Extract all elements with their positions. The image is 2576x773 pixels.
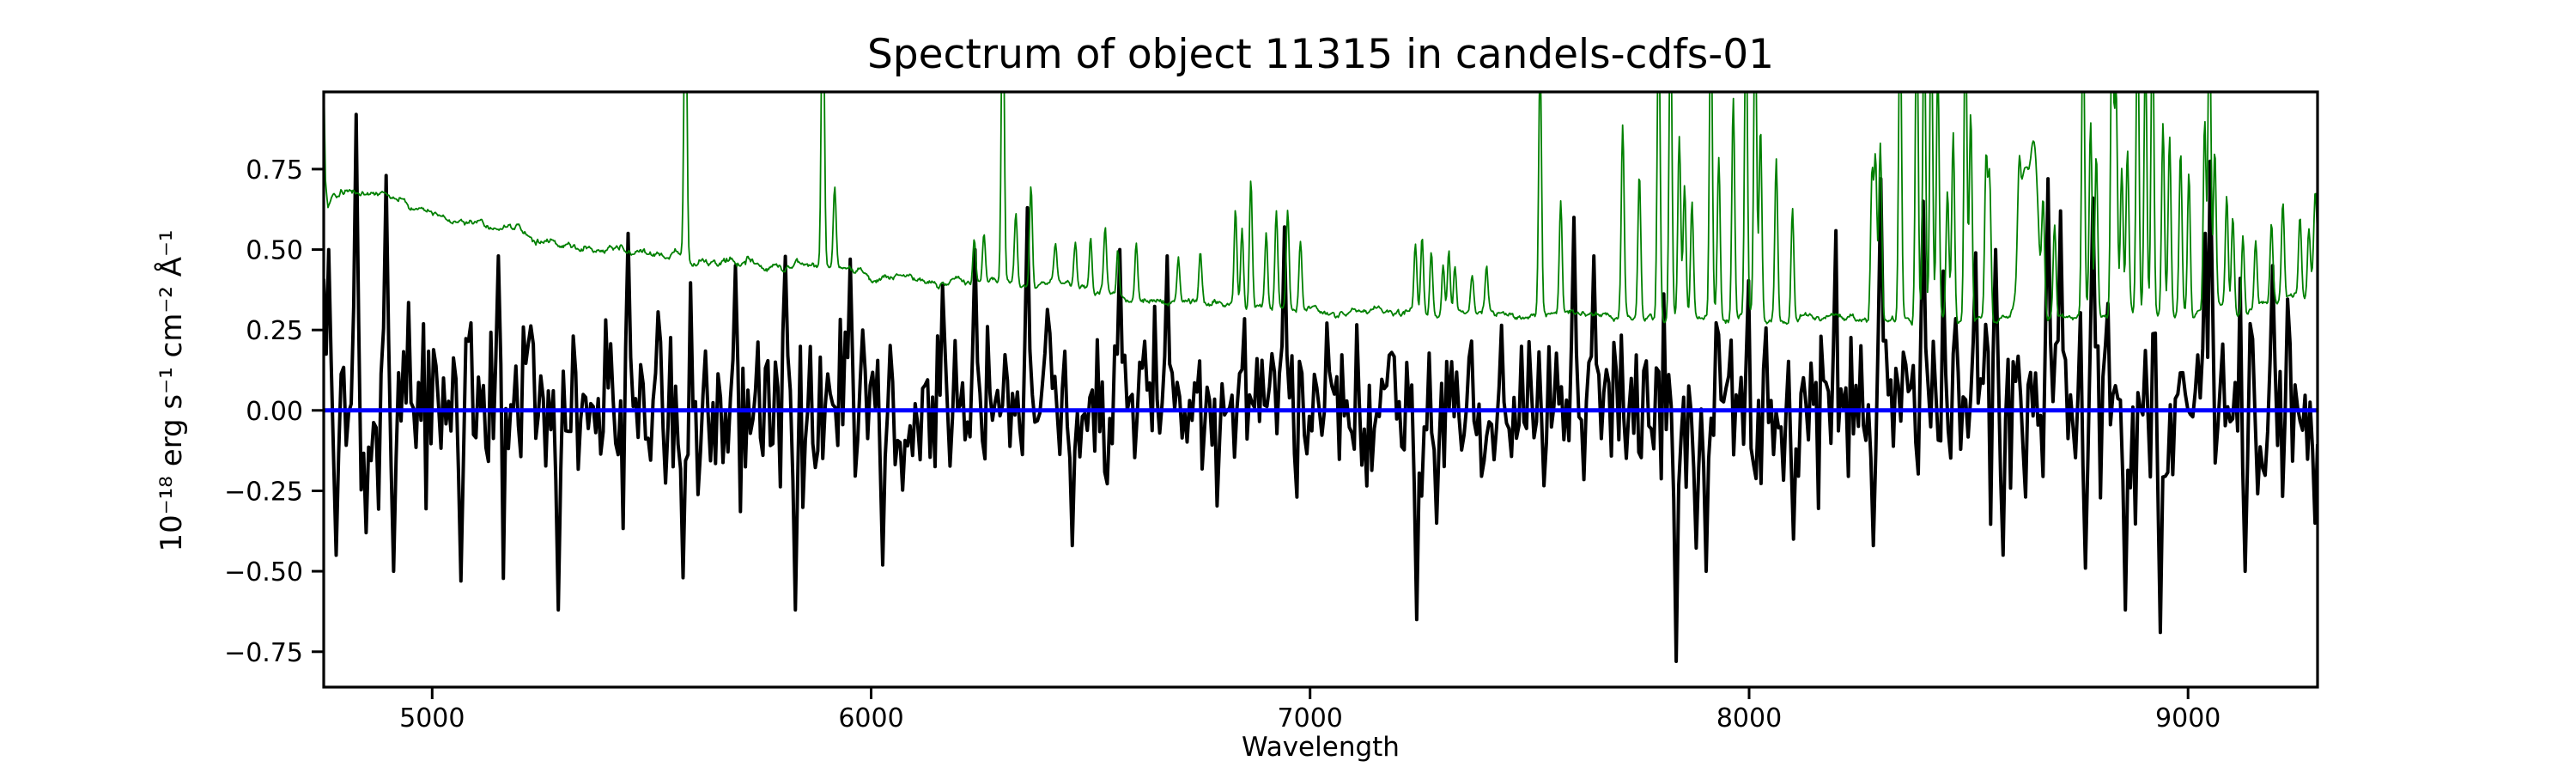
y-tick-label: 0.75 xyxy=(246,155,303,186)
y-tick-label: 0.00 xyxy=(246,397,303,427)
x-tick-label: 8000 xyxy=(1716,703,1782,733)
x-tick-label: 5000 xyxy=(399,703,465,733)
sky-noise-line xyxy=(324,92,2318,326)
y-tick-label: −0.75 xyxy=(224,638,303,668)
y-tick-label: −0.25 xyxy=(224,478,303,508)
x-axis-label: Wavelength xyxy=(1242,732,1400,763)
y-tick-label: 0.25 xyxy=(246,316,303,346)
x-tick-label: 9000 xyxy=(2155,703,2221,733)
y-tick-label: −0.50 xyxy=(224,557,303,587)
y-axis-label: 10⁻¹⁸ erg s⁻¹ cm⁻² Å⁻¹ xyxy=(155,229,189,552)
x-tick-label: 6000 xyxy=(838,703,903,733)
chart-title: Spectrum of object 11315 in candels-cdfs… xyxy=(866,31,1775,78)
observed-flux-line xyxy=(324,113,2318,663)
x-tick-label: 7000 xyxy=(1278,703,1343,733)
y-tick-label: 0.50 xyxy=(246,236,303,266)
plot-frame xyxy=(322,90,2319,689)
